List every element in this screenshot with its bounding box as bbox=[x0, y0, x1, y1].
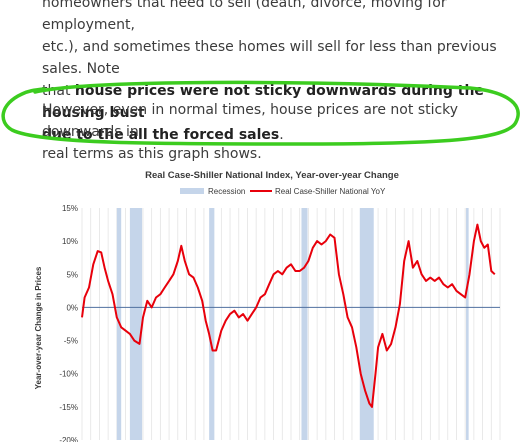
paragraph-text: homeowners that need to sell (death, div… bbox=[42, 0, 447, 33]
legend-recession-label: Recession bbox=[208, 187, 245, 196]
chart-legend: Recession Real Case-Shiller National YoY bbox=[180, 187, 386, 196]
recession-band bbox=[209, 208, 215, 440]
y-axis-label: Year-over-year Change in Prices bbox=[34, 266, 43, 389]
y-tick-label: 0% bbox=[66, 303, 78, 312]
legend-recession-swatch bbox=[180, 188, 204, 194]
recession-band bbox=[129, 208, 143, 440]
y-tick-label: -15% bbox=[59, 403, 78, 412]
series-line bbox=[81, 223, 496, 408]
recession-band bbox=[301, 208, 308, 440]
y-axis-ticks: 15% 10% 5% 0% -5% -10% -15% -20% bbox=[59, 204, 78, 442]
legend-series-label: Real Case-Shiller National YoY bbox=[275, 187, 386, 196]
paragraph-text: However, even in normal times, house pri… bbox=[42, 102, 459, 140]
y-tick-label: 5% bbox=[66, 270, 78, 279]
paragraph-text: etc.), and sometimes these homes will se… bbox=[42, 39, 497, 77]
paragraph-text: that bbox=[42, 83, 75, 99]
vertical-gridlines bbox=[81, 208, 501, 440]
y-tick-label: -20% bbox=[59, 436, 78, 442]
paragraph-text: real terms as this graph shows. bbox=[42, 146, 262, 162]
chart-title: Real Case-Shiller National Index, Year-o… bbox=[145, 170, 399, 181]
yoy-chart: Real Case-Shiller National Index, Year-o… bbox=[34, 170, 501, 442]
y-tick-label: 15% bbox=[62, 204, 78, 213]
y-tick-label: -10% bbox=[59, 370, 78, 379]
plot-area: 15% 10% 5% 0% -5% -10% -15% -20% bbox=[59, 204, 501, 442]
article-paragraph-2: However, even in normal times, house pri… bbox=[42, 99, 512, 165]
recession-bands bbox=[116, 208, 469, 440]
y-tick-label: -5% bbox=[64, 337, 78, 346]
recession-band bbox=[466, 208, 469, 440]
y-tick-label: 10% bbox=[62, 237, 78, 246]
